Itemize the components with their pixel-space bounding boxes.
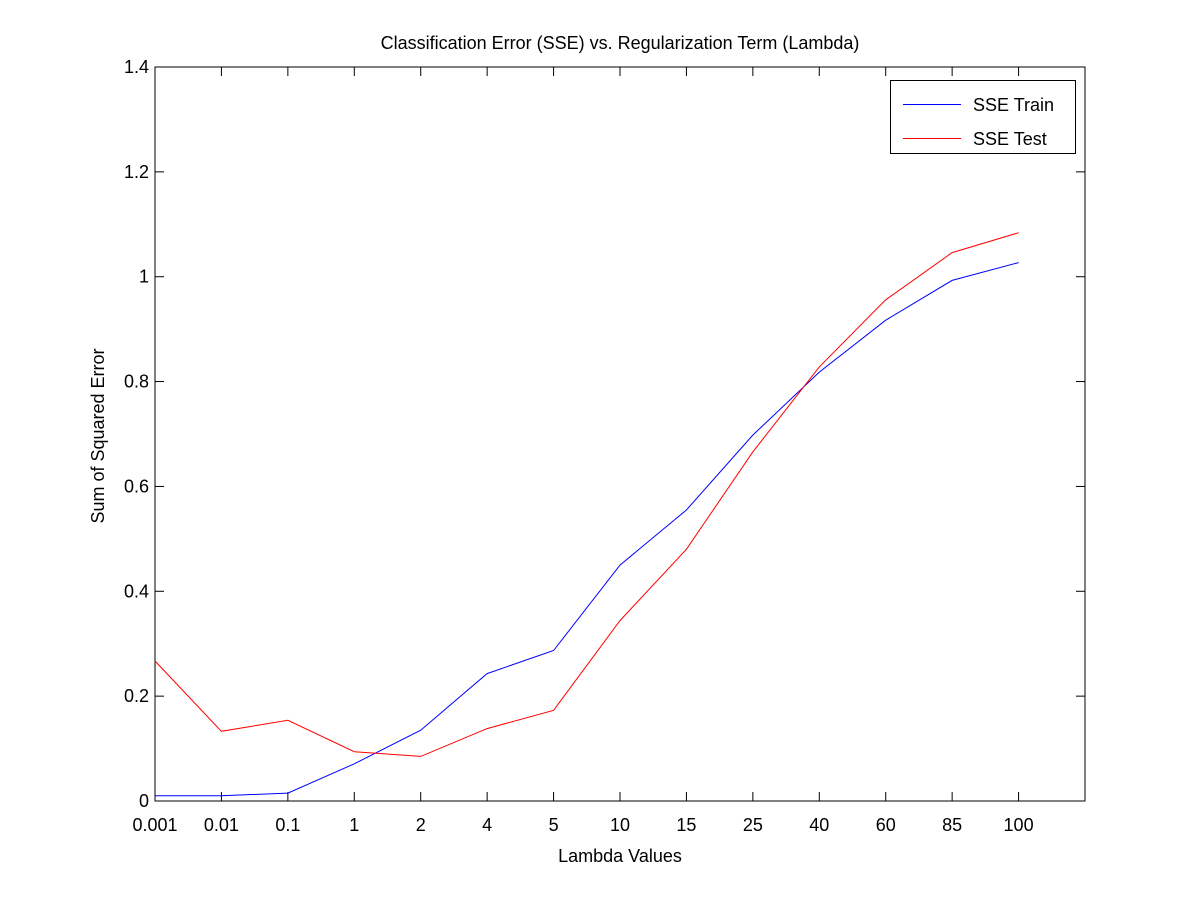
x-tick-label: 2 (416, 815, 426, 835)
legend: SSE Train SSE Test (890, 80, 1076, 154)
legend-entry-test: SSE Test (891, 127, 1075, 151)
axis-ticks (154, 66, 1085, 802)
y-axis-label: Sum of Squared Error (88, 348, 108, 524)
y-tick-label: 0.8 (124, 372, 149, 392)
legend-label-test: SSE Test (973, 129, 1047, 149)
x-tick-label: 5 (549, 815, 559, 835)
x-tick-label: 10 (610, 815, 630, 835)
series-lines (154, 232, 1019, 797)
x-tick-label: 40 (809, 815, 829, 835)
chart-title: Classification Error (SSE) vs. Regulariz… (380, 33, 860, 53)
x-tick-label: 0.1 (275, 815, 300, 835)
series-line-sse-test (154, 232, 1019, 757)
y-tick-label: 0 (139, 791, 149, 811)
y-tick-label: 1.4 (124, 57, 149, 77)
legend-label-train: SSE Train (973, 95, 1055, 115)
x-tick-label: 4 (482, 815, 492, 835)
x-tick-label: 85 (942, 815, 962, 835)
x-tick-label: 0.001 (132, 815, 177, 835)
tick-labels: 0.001 0.01 0.1 1 2 4 5 10 15 25 40 60 85 100 0 0.2 0.4 0.… (124, 57, 1034, 835)
x-axis-label: Lambda Values (558, 846, 682, 866)
plot-area (154, 66, 1086, 802)
y-tick-label: 0.6 (124, 476, 149, 496)
series-line-sse-train (155, 262, 1019, 797)
x-tick-label: 15 (676, 815, 696, 835)
y-tick-label: 0.4 (124, 581, 149, 601)
legend-entry-train: SSE Train (891, 93, 1075, 117)
x-tick-label: 60 (876, 815, 896, 835)
x-tick-label: 25 (743, 815, 763, 835)
y-tick-label: 1 (139, 267, 149, 287)
x-tick-label: 100 (1004, 815, 1034, 835)
y-tick-label: 1.2 (124, 162, 149, 182)
legend-swatch-train (903, 104, 961, 105)
x-tick-label: 1 (349, 815, 359, 835)
legend-swatch-test (903, 138, 961, 139)
y-tick-label: 0.2 (124, 686, 149, 706)
x-tick-label: 0.01 (204, 815, 239, 835)
